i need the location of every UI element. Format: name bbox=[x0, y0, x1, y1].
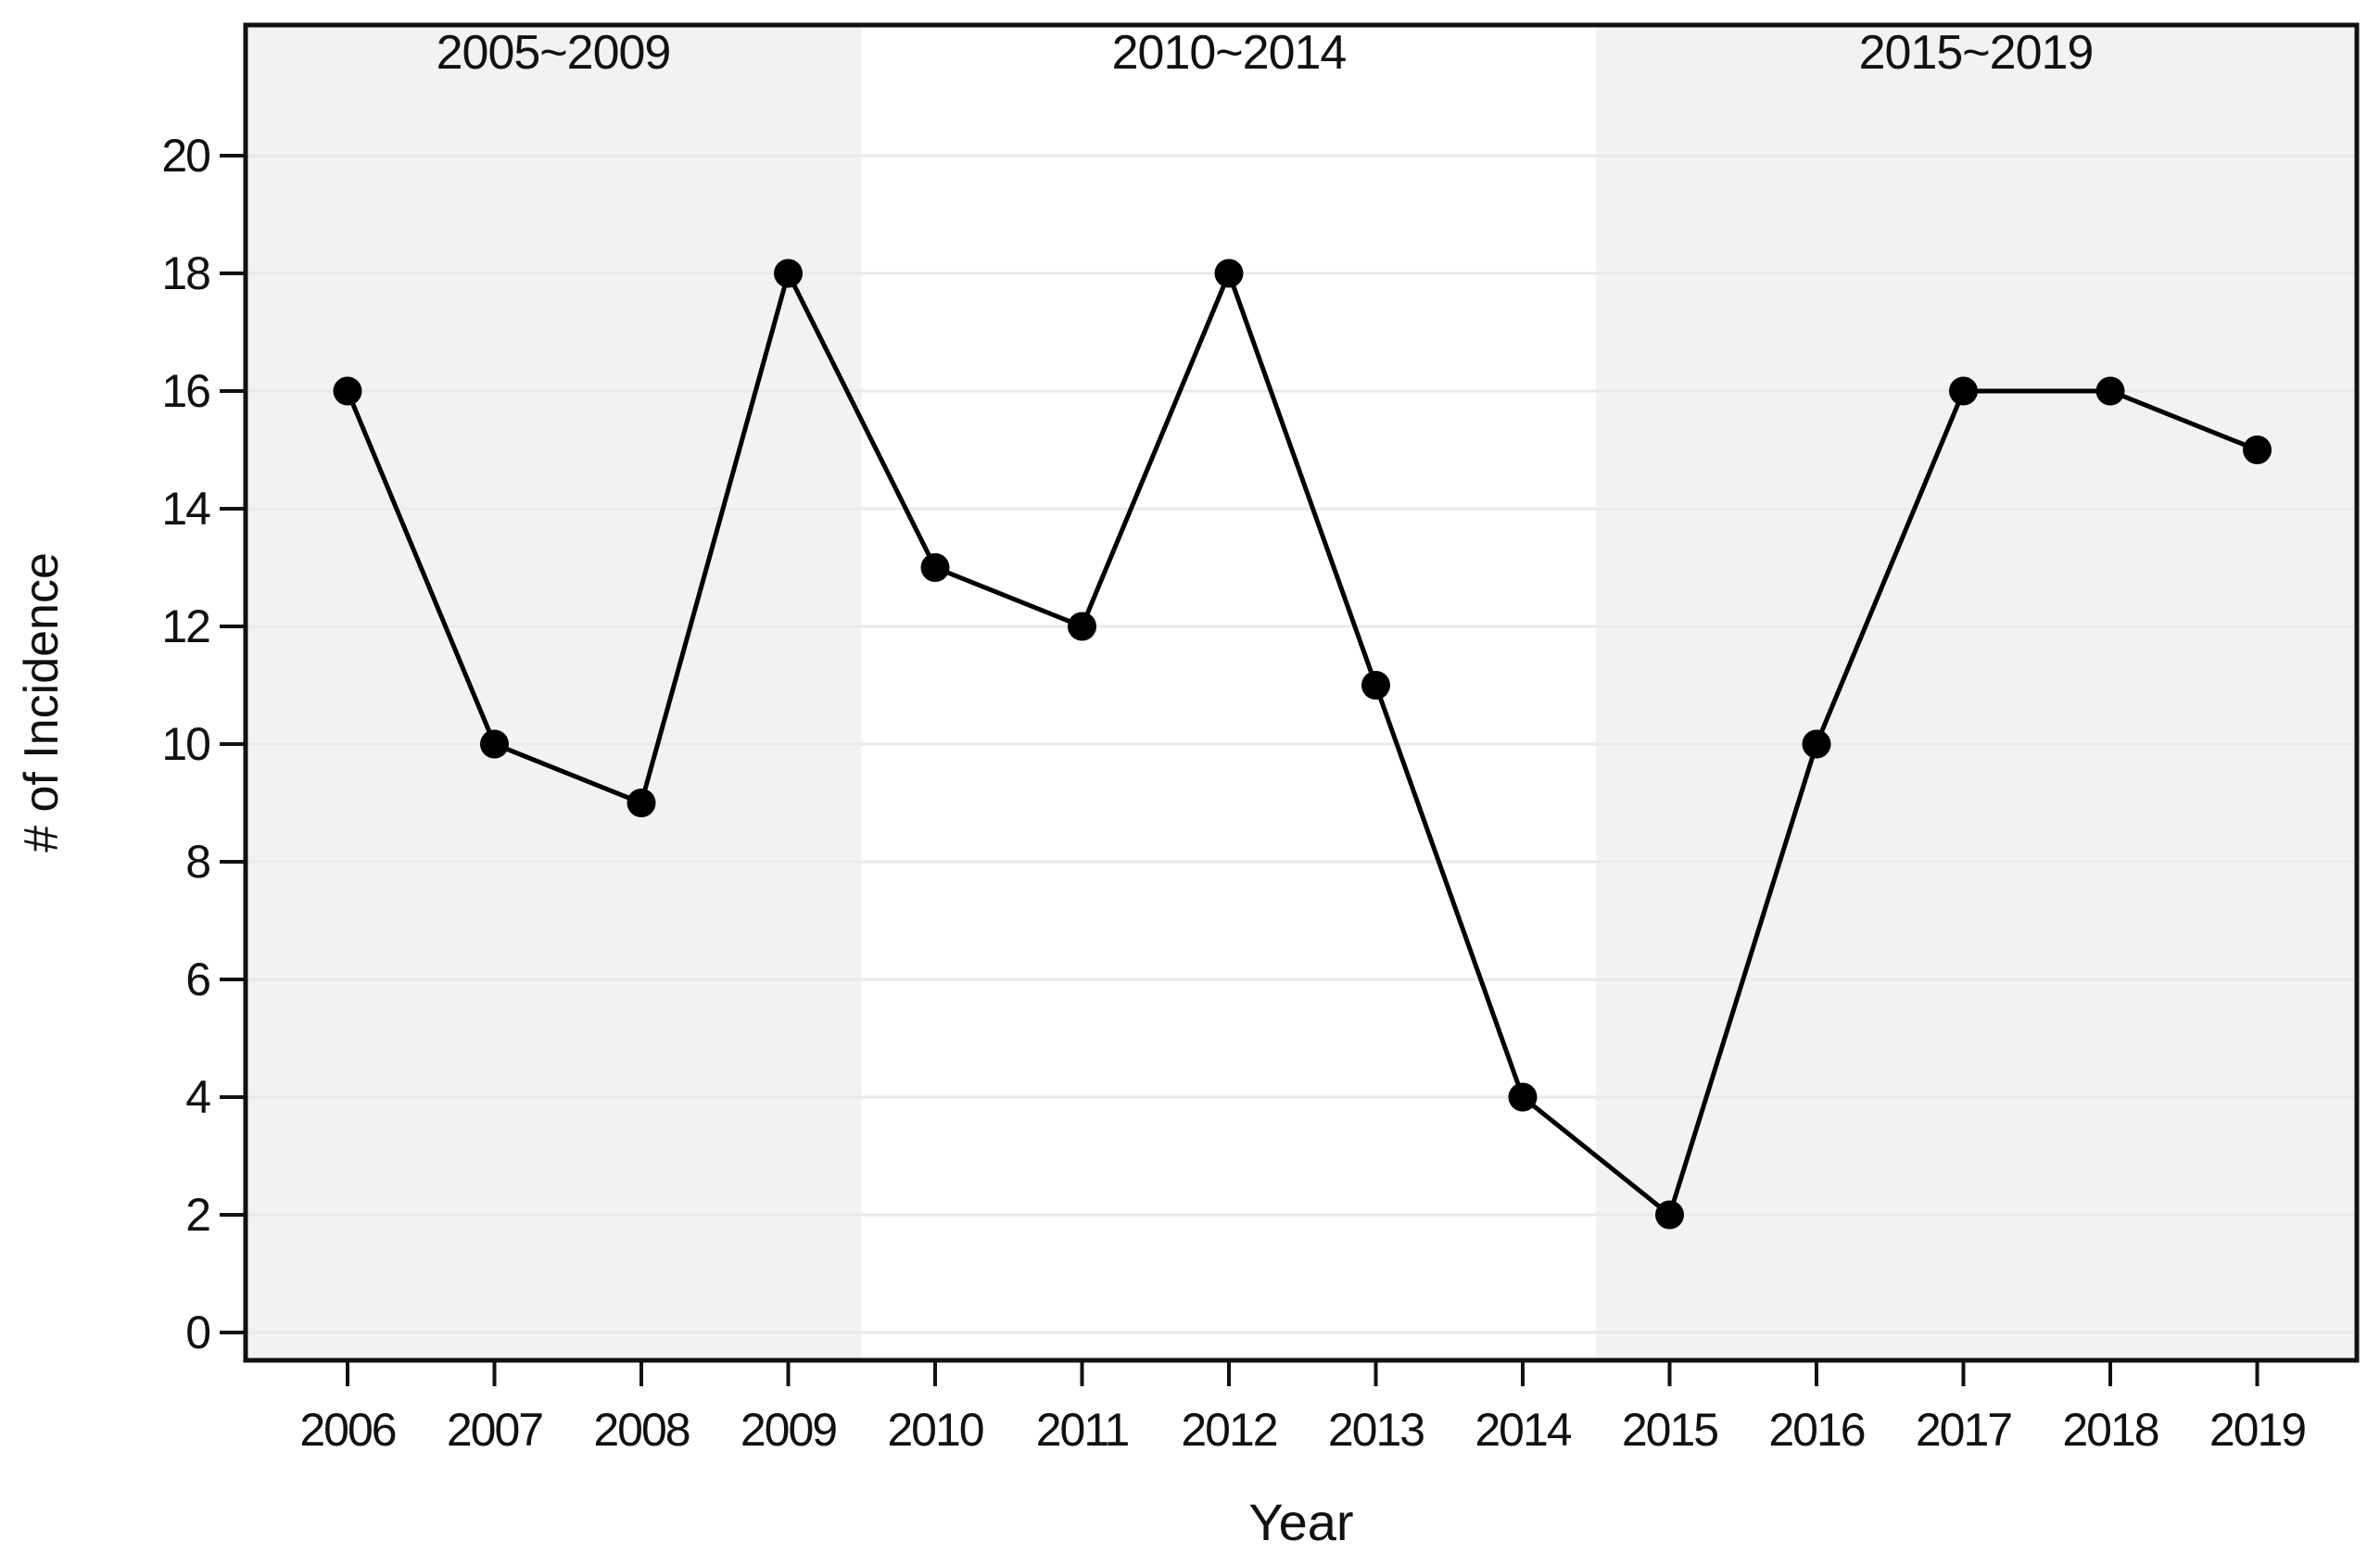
y-tick-label-4: 4 bbox=[185, 1071, 210, 1123]
x-tick-label-2017: 2017 bbox=[1916, 1404, 2011, 1456]
y-tick-label-10: 10 bbox=[161, 718, 209, 770]
data-point-2007 bbox=[480, 729, 509, 759]
y-tick-label-20: 20 bbox=[161, 130, 209, 182]
x-axis-title: Year bbox=[1248, 1493, 1353, 1551]
data-point-2018 bbox=[2095, 376, 2125, 406]
axis-tick-labels: 2006 2007 2008 2009 2010 2011 2012 2013 2014 2015… bbox=[161, 130, 2307, 1456]
x-tick-label-2012: 2012 bbox=[1181, 1404, 1276, 1456]
band-label-2005-2009: 2005~2009 bbox=[437, 26, 671, 80]
period-band-2010-2014 bbox=[861, 25, 1597, 1360]
data-point-2010 bbox=[920, 553, 950, 582]
data-point-2006 bbox=[333, 376, 362, 406]
x-tick-label-2016: 2016 bbox=[1768, 1404, 1864, 1456]
y-tick-label-16: 16 bbox=[161, 365, 209, 417]
data-series bbox=[333, 259, 2272, 1230]
data-point-2013 bbox=[1361, 671, 1390, 700]
data-point-2017 bbox=[1949, 376, 1978, 406]
x-tick-label-2015: 2015 bbox=[1622, 1404, 1717, 1456]
data-point-2009 bbox=[774, 259, 803, 288]
x-tick-label-2008: 2008 bbox=[593, 1404, 689, 1456]
x-tick-label-2014: 2014 bbox=[1475, 1404, 1571, 1456]
x-tick-label-2010: 2010 bbox=[887, 1404, 982, 1456]
y-tick-label-14: 14 bbox=[161, 483, 210, 535]
band-label-2010-2014: 2010~2014 bbox=[1112, 26, 1347, 80]
x-tick-label-2018: 2018 bbox=[2062, 1404, 2158, 1456]
x-tick-label-2013: 2013 bbox=[1328, 1404, 1424, 1456]
period-band-2015-2019 bbox=[1596, 25, 2357, 1360]
y-tick-label-8: 8 bbox=[185, 836, 209, 888]
x-tick-label-2009: 2009 bbox=[741, 1404, 836, 1456]
x-tick-label-2006: 2006 bbox=[299, 1404, 395, 1456]
plot-frame bbox=[243, 22, 2360, 1363]
data-point-2019 bbox=[2243, 436, 2272, 464]
data-point-2012 bbox=[1214, 259, 1244, 288]
period-band-2005-2009 bbox=[246, 25, 862, 1360]
y-tick-label-2: 2 bbox=[185, 1189, 209, 1241]
gridlines bbox=[246, 154, 2357, 1334]
y-tick-label-12: 12 bbox=[161, 600, 209, 652]
data-point-2011 bbox=[1068, 612, 1096, 641]
series-line bbox=[345, 271, 2259, 1218]
x-tick-label-2011: 2011 bbox=[1036, 1404, 1129, 1456]
y-tick-label-18: 18 bbox=[161, 247, 209, 299]
data-point-2016 bbox=[1802, 729, 1831, 759]
y-axis-title: # of Incidence bbox=[15, 552, 69, 852]
y-tick-label-0: 0 bbox=[185, 1307, 209, 1358]
data-point-2008 bbox=[627, 789, 656, 817]
data-point-2014 bbox=[1508, 1082, 1538, 1112]
band-label-2015-2019: 2015~2019 bbox=[1859, 26, 2094, 80]
data-point-2015 bbox=[1655, 1200, 1684, 1230]
y-tick-label-6: 6 bbox=[185, 953, 209, 1005]
x-tick-label-2007: 2007 bbox=[447, 1404, 542, 1456]
period-bands bbox=[246, 25, 2357, 1360]
axis-ticks bbox=[220, 154, 2260, 1386]
x-tick-label-2019: 2019 bbox=[2209, 1404, 2305, 1456]
